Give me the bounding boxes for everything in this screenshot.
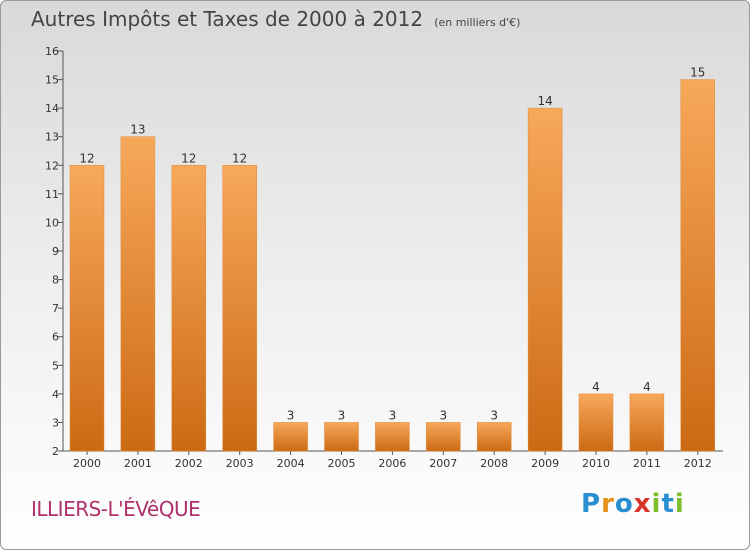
data-label-2002: 12	[181, 151, 196, 165]
y-tick-label: 8	[52, 274, 59, 287]
y-tick-label: 13	[45, 131, 59, 144]
x-tick-label: 2006	[378, 457, 406, 470]
data-label-2006: 3	[389, 408, 397, 422]
y-tick-label: 6	[52, 331, 59, 344]
data-label-2001: 13	[130, 123, 145, 137]
data-label-2011: 4	[643, 380, 651, 394]
x-tick-label: 2000	[73, 457, 101, 470]
x-tick-label: 2008	[480, 457, 508, 470]
data-label-2009: 14	[537, 94, 552, 108]
y-tick-label: 15	[45, 74, 59, 87]
bar-2009[interactable]	[527, 107, 563, 452]
data-label-2003: 12	[232, 151, 247, 165]
data-label-2005: 3	[338, 408, 346, 422]
y-axis: 2 3 4 5 6 7 8 9 10 11 12 13 14 15 16	[45, 45, 64, 458]
x-tick-label: 2011	[633, 457, 661, 470]
y-tick-label: 9	[52, 245, 59, 258]
data-labels: 12 13 12 12 3 3 3 3 3 14 4 4 15	[79, 66, 705, 423]
bar-2008[interactable]	[476, 422, 512, 452]
bar-2012[interactable]	[680, 79, 716, 452]
y-tick-label: 7	[52, 302, 59, 315]
data-label-2007: 3	[439, 408, 447, 422]
x-tick-label: 2003	[226, 457, 254, 470]
y-tick-label: 2	[52, 445, 59, 458]
y-tick-label: 11	[45, 188, 59, 201]
x-tick-label: 2004	[277, 457, 305, 470]
data-label-2000: 12	[79, 151, 94, 165]
chart-header: Autres Impôts et Taxes de 2000 à 2012 (e…	[31, 7, 520, 31]
bar-2011[interactable]	[629, 393, 665, 452]
chart-subtitle: (en milliers d'€)	[434, 16, 521, 29]
y-tick-label: 3	[52, 416, 59, 429]
chart-title: Autres Impôts et Taxes de 2000 à 2012	[31, 7, 424, 31]
x-tick-label: 2005	[328, 457, 356, 470]
data-label-2010: 4	[592, 380, 600, 394]
bars	[69, 79, 716, 452]
y-tick-label: 12	[45, 159, 59, 172]
x-tick-label: 2007	[429, 457, 457, 470]
y-tick-label: 14	[45, 102, 59, 115]
bar-2010[interactable]	[578, 393, 614, 452]
bar-2005[interactable]	[324, 422, 359, 452]
y-tick-label: 16	[45, 45, 59, 58]
x-tick-label: 2009	[531, 457, 559, 470]
data-label-2004: 3	[287, 408, 295, 422]
proxiti-logo[interactable]: Proxiti	[581, 489, 685, 519]
x-tick-label: 2001	[124, 457, 152, 470]
data-label-2012: 15	[690, 66, 705, 80]
bar-2001[interactable]	[120, 136, 156, 452]
x-tick-label: 2012	[684, 457, 712, 470]
y-tick-label: 10	[45, 216, 59, 229]
bar-2004[interactable]	[273, 422, 308, 452]
data-label-2008: 3	[490, 408, 498, 422]
commune-name: ILLIERS-L'ÉVêQUE	[31, 497, 201, 521]
bar-2002[interactable]	[171, 165, 207, 452]
bar-2000[interactable]	[69, 165, 105, 452]
y-tick-label: 5	[52, 359, 59, 372]
x-axis: 2000 2001 2002 2003 2004 2005 2006 2007 2008 2009…	[63, 450, 723, 470]
x-tick-label: 2010	[582, 457, 610, 470]
x-tick-label: 2002	[175, 457, 203, 470]
bar-2006[interactable]	[375, 422, 410, 452]
bar-2003[interactable]	[222, 165, 257, 452]
y-tick-label: 4	[52, 388, 59, 401]
bar-2007[interactable]	[426, 422, 461, 452]
